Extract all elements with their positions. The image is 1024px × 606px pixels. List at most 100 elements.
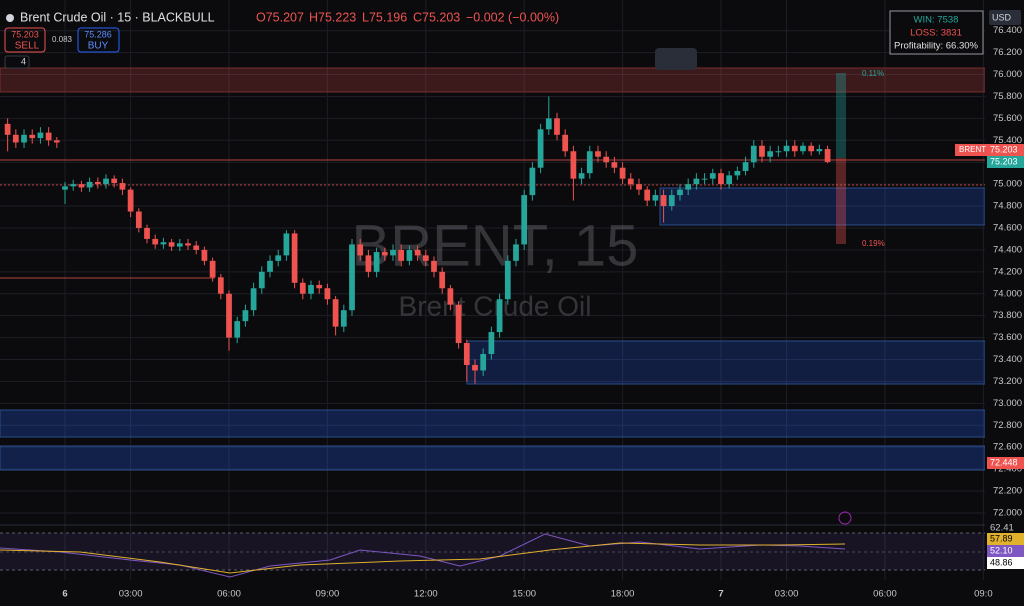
candle-body [759,145,765,157]
demand-zone [0,445,986,471]
candle-body [562,134,569,152]
candle-body [488,332,495,355]
currency-button[interactable] [989,10,1021,25]
candle-body [185,243,191,246]
y-tick-label: 76.000 [993,69,1022,80]
ohlc-change: −0.002 (−0.00%) [466,10,559,24]
x-tick-label: 18:00 [611,589,635,600]
y-tick-label: 73.200 [993,376,1022,387]
candle-body [709,173,716,179]
sell-label: SELL [15,41,40,52]
candle-body [537,129,544,168]
x-tick-label: 15:00 [512,589,536,600]
candle-body [4,123,11,135]
indicators-count: 4 [21,56,26,66]
toolbar[interactable] [655,48,697,70]
candle-body [791,145,798,152]
candle-body [513,244,519,261]
candle-body [480,354,487,371]
rsi-tag-bg [987,557,1024,569]
level-tag [987,457,1024,469]
candle-body [160,242,167,245]
candle-body [611,162,618,168]
candle-body [373,252,380,272]
x-tick-label: 09:0 [974,589,993,600]
y-tick-label: 72.200 [993,486,1022,497]
demand-zone [659,187,986,226]
candle-body [619,167,626,179]
candle-body [45,132,52,141]
grid [0,0,985,580]
candle-body [455,304,462,344]
target-label: 0.11% [862,69,884,78]
y-tick-label: 73.800 [993,310,1022,321]
candle-body [578,173,585,179]
candle-body [586,151,593,174]
supply-zone [0,67,986,93]
candle-body [62,186,68,190]
y-tick-label: 74.400 [993,244,1022,255]
currency: USD [992,12,1012,22]
y-tick-label: 73.400 [993,354,1022,365]
candle-body [21,134,27,143]
watermark-sub: Brent Crude Oil [399,290,592,321]
candle-body [53,140,60,143]
y-tick-label: 75.800 [993,91,1022,102]
y-tick-label: 73.600 [993,332,1022,343]
candle-body [103,178,109,185]
rsi-band [0,533,985,570]
candle-body [119,183,126,190]
candle-body [439,271,446,289]
stats-win: WIN: 7538 [914,15,959,26]
events-icon[interactable] [838,511,852,525]
demand-zone [466,340,986,385]
candle-body [775,151,782,153]
stats-loss: LOSS: 3831 [910,28,962,39]
watermark: BRENT, 15 [352,213,639,278]
candle-body [357,244,364,256]
y-tick-label: 72.800 [993,420,1022,431]
y-tick-label: 72.000 [993,507,1022,518]
candle-body [316,284,323,289]
candle-body [381,252,388,256]
candle-body [660,195,667,207]
candle-body [472,364,478,371]
x-tick-label: 7 [718,589,723,600]
candle-body [414,249,421,256]
candle-body [603,156,610,163]
sell-button[interactable] [4,27,46,53]
sell-price: 75.203 [11,29,39,39]
demand-zone [0,409,986,438]
x-tick-label: 12:00 [414,589,438,600]
price-tag [987,144,1024,156]
stop-area [836,158,846,244]
candle-body [349,244,355,311]
candle-body [595,151,601,157]
ohlc-low: L75.196 [362,10,407,24]
price-tag [987,156,1024,168]
candle-body [677,189,683,196]
candle-body [718,173,724,185]
candle-body [29,134,36,139]
x-tick-label: 06:00 [873,589,897,600]
candle-body [299,282,306,294]
symbol[interactable]: Brent Crude Oil · 15 · BLACKBULL [20,10,215,24]
candle-body [152,238,159,245]
x-tick-label: 03:00 [775,589,799,600]
candle-body [267,260,273,272]
x-tick-label: 09:00 [316,589,340,600]
target-area [836,73,846,158]
candle-body [242,310,249,322]
candle-body [431,260,437,272]
candle-body [504,260,511,300]
indicators-toggle[interactable] [4,55,30,69]
candle-body [37,132,44,139]
candle-body [12,134,19,143]
ohlc-high: H75.223 [309,10,356,24]
candle-body [463,343,470,365]
candle-body [250,288,257,311]
candle-body [390,249,396,256]
buy-button[interactable] [77,27,120,53]
